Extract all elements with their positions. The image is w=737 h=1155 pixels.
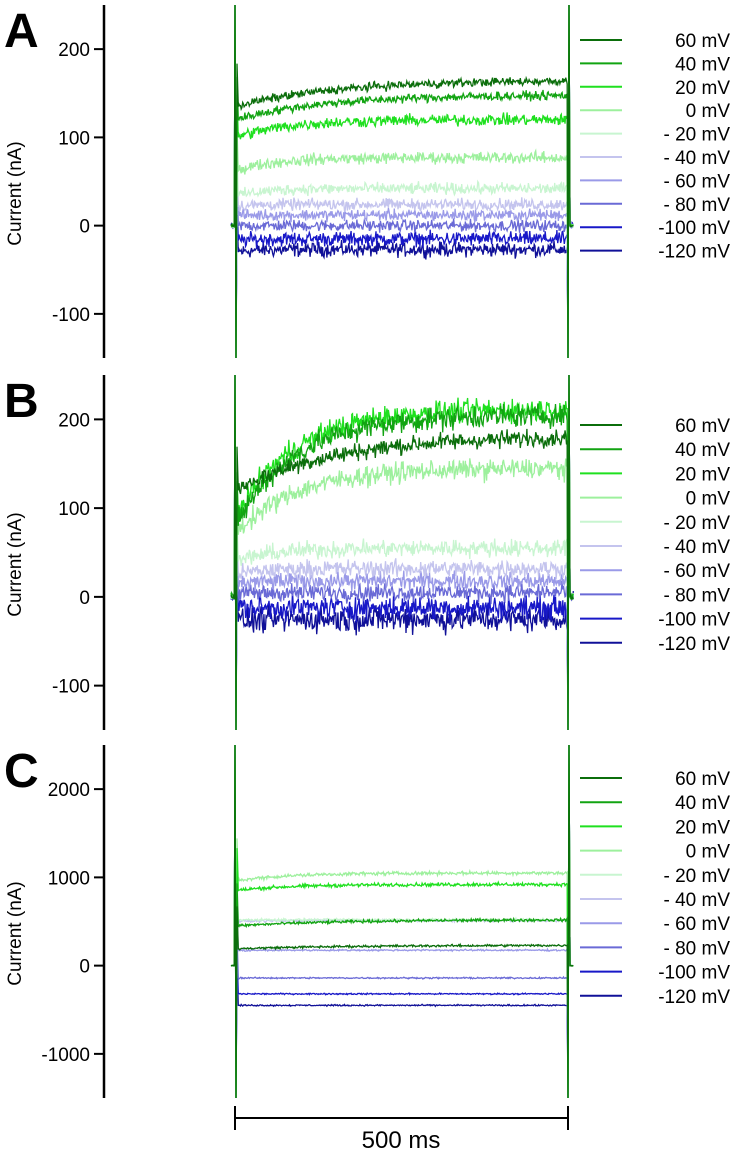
panel-c: C 2000 1000 0 -1000 Current (nA) 60 mV 40 mV 20 … bbox=[4, 744, 730, 1099]
panel-letter-b: B bbox=[4, 375, 39, 428]
y-axis-title: Current (nA) bbox=[5, 141, 26, 246]
trace-20mV bbox=[230, 4, 574, 359]
legend-label: 0 mV bbox=[686, 489, 731, 510]
legend-label: - 60 mV bbox=[663, 171, 730, 192]
legend: 60 mV 40 mV 20 mV 0 mV - 20 mV - 40 mV - 60 mV… bbox=[580, 769, 730, 1008]
trace--20mV bbox=[230, 374, 574, 731]
trace--120mV bbox=[231, 744, 574, 1099]
trace-60mV bbox=[230, 744, 574, 1099]
scale-bar-label: 500 ms bbox=[362, 1127, 441, 1154]
legend-label: - 40 mV bbox=[663, 537, 730, 558]
legend-label: 0 mV bbox=[686, 842, 731, 863]
trace-0mV bbox=[230, 374, 574, 731]
y-tick-label: 100 bbox=[58, 499, 90, 520]
legend-label: - 20 mV bbox=[663, 866, 730, 887]
trace--60mV bbox=[230, 374, 574, 731]
panel-letter-c: C bbox=[4, 745, 39, 798]
panel-b: B 200 100 0 -100 Current (nA) 60 mV 40 mV 20 mV 0… bbox=[4, 374, 730, 731]
y-tick-label: 2000 bbox=[48, 780, 90, 801]
legend-label: - 60 mV bbox=[663, 561, 730, 582]
legend-label: - 80 mV bbox=[663, 585, 730, 606]
traces bbox=[230, 374, 574, 731]
trace-20mV bbox=[230, 744, 574, 1099]
legend-label: 20 mV bbox=[675, 817, 730, 838]
trace--60mV bbox=[230, 4, 574, 359]
legend-label: 20 mV bbox=[675, 464, 730, 485]
legend-label: - 60 mV bbox=[663, 914, 730, 935]
y-tick-label: 200 bbox=[58, 40, 90, 61]
trace--80mV bbox=[230, 744, 574, 1099]
time-scale-bar: 500 ms bbox=[234, 1106, 569, 1154]
trace--120mV bbox=[230, 4, 574, 359]
legend: 60 mV 40 mV 20 mV 0 mV - 20 mV - 40 mV - 60 mV… bbox=[580, 416, 730, 655]
legend-label: 40 mV bbox=[675, 440, 730, 461]
legend-label: -100 mV bbox=[658, 610, 730, 631]
y-tick-label: 0 bbox=[79, 217, 90, 238]
legend-label: - 80 mV bbox=[663, 195, 730, 216]
trace-40mV bbox=[230, 4, 574, 359]
trace--100mV bbox=[230, 4, 574, 359]
y-axis-title: Current (nA) bbox=[5, 881, 26, 986]
trace-40mV bbox=[230, 744, 574, 1099]
legend-label: - 40 mV bbox=[663, 148, 730, 169]
y-tick-label: 200 bbox=[58, 410, 90, 431]
trace--80mV bbox=[230, 4, 574, 359]
y-tick-label: -100 bbox=[52, 677, 90, 698]
y-axis-title: Current (nA) bbox=[5, 512, 26, 617]
legend-label: -100 mV bbox=[658, 218, 730, 239]
legend-label: 20 mV bbox=[675, 78, 730, 99]
legend-label: -120 mV bbox=[658, 242, 730, 263]
trace-60mV bbox=[230, 4, 574, 359]
y-tick-label: 1000 bbox=[48, 868, 90, 889]
y-tick-label: -1000 bbox=[41, 1045, 90, 1066]
trace--100mV bbox=[230, 374, 574, 731]
legend-label: -120 mV bbox=[658, 987, 730, 1008]
legend-label: -100 mV bbox=[658, 963, 730, 984]
legend-label: 60 mV bbox=[675, 31, 730, 52]
legend-label: 0 mV bbox=[686, 101, 731, 122]
y-tick-label: 100 bbox=[58, 128, 90, 149]
traces bbox=[230, 4, 574, 359]
traces bbox=[230, 744, 574, 1099]
trace--60mV bbox=[231, 744, 574, 1099]
trace--40mV bbox=[230, 374, 574, 731]
legend-label: -120 mV bbox=[658, 634, 730, 655]
panel-letter-a: A bbox=[4, 5, 39, 58]
trace--20mV bbox=[231, 4, 574, 359]
trace-60mV bbox=[230, 374, 574, 731]
legend-label: - 80 mV bbox=[663, 938, 730, 959]
trace--40mV bbox=[230, 4, 574, 359]
legend-label: - 20 mV bbox=[663, 513, 730, 534]
legend-label: 40 mV bbox=[675, 793, 730, 814]
legend-label: 60 mV bbox=[675, 769, 730, 790]
trace-0mV bbox=[230, 4, 574, 359]
legend-label: - 20 mV bbox=[663, 125, 730, 146]
y-tick-label: 0 bbox=[79, 957, 90, 978]
y-tick-label: 0 bbox=[79, 588, 90, 609]
trace--80mV bbox=[230, 374, 574, 731]
legend-label: - 40 mV bbox=[663, 890, 730, 911]
y-tick-label: -100 bbox=[52, 305, 90, 326]
trace--100mV bbox=[231, 744, 574, 1099]
trace--120mV bbox=[230, 374, 574, 731]
legend-label: 60 mV bbox=[675, 416, 730, 437]
trace-0mV bbox=[230, 744, 574, 1099]
legend-label: 40 mV bbox=[675, 54, 730, 75]
